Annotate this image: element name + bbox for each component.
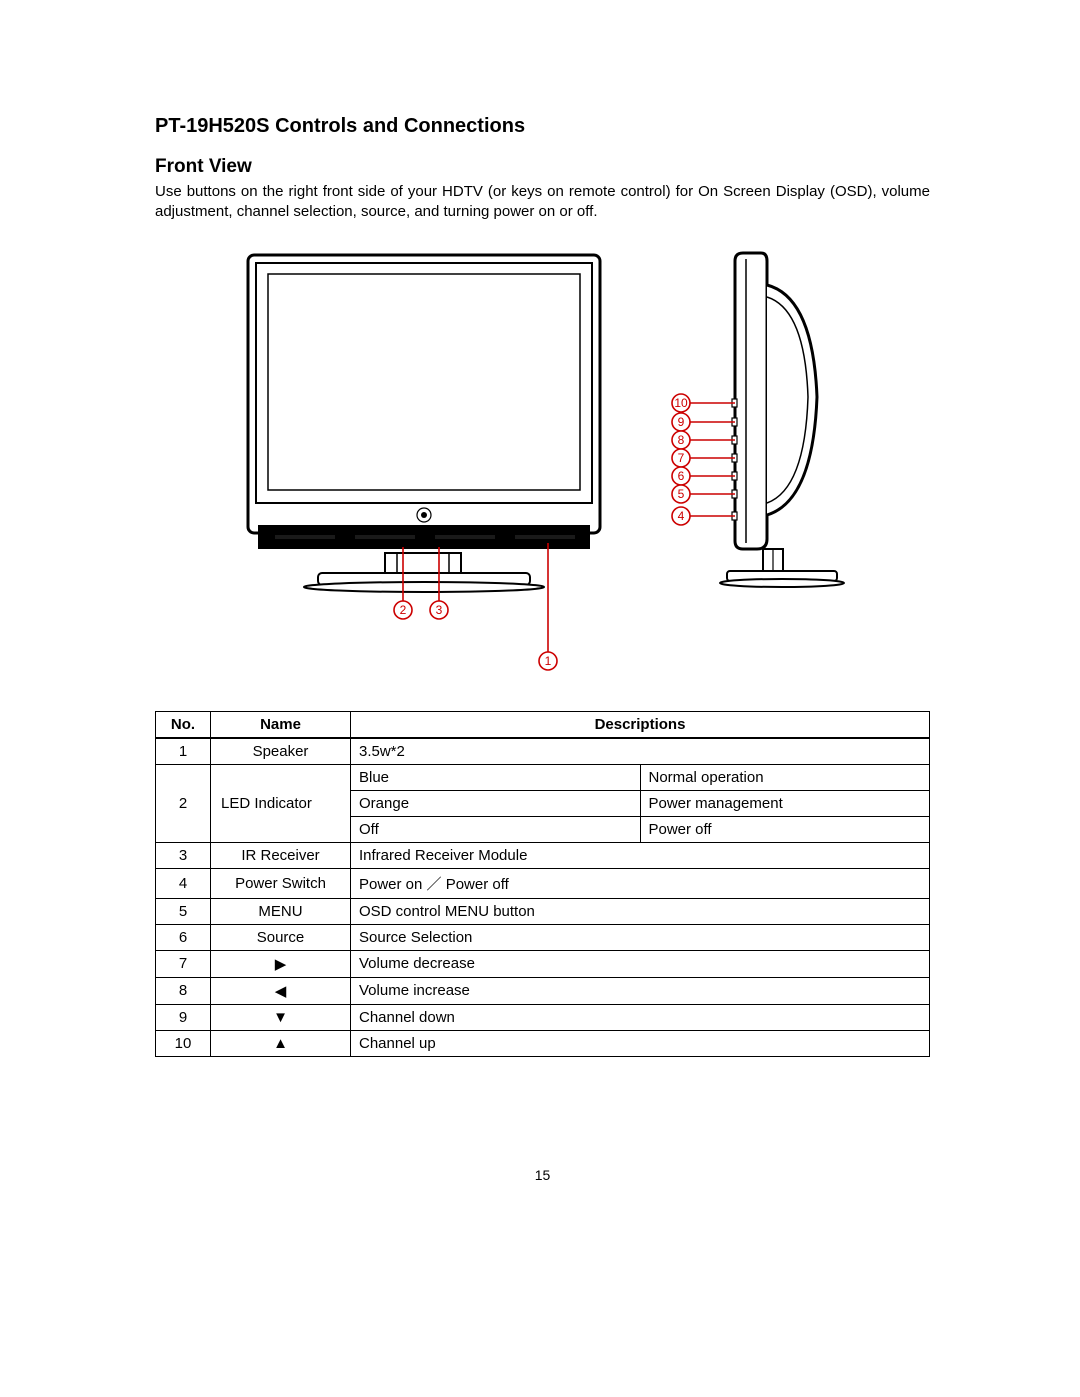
table-body: 1Speaker3.5w*22LED IndicatorBlueNormal o…	[156, 738, 930, 1057]
cell-no: 9	[156, 1004, 211, 1030]
table-row: 8◀Volume increase	[156, 977, 930, 1004]
cell-no: 5	[156, 898, 211, 924]
table-row: 3IR ReceiverInfrared Receiver Module	[156, 842, 930, 868]
table-row: 4Power SwitchPower on ／ Power off	[156, 868, 930, 898]
cell-name: ▼	[211, 1004, 351, 1030]
cell-desc-b: Power management	[640, 790, 930, 816]
cell-desc: Volume increase	[351, 977, 930, 1004]
cell-desc: OSD control MENU button	[351, 898, 930, 924]
table-row: 9▼Channel down	[156, 1004, 930, 1030]
controls-table: No. Name Descriptions 1Speaker3.5w*22LED…	[155, 711, 930, 1057]
cell-name: ▲	[211, 1030, 351, 1056]
svg-text:7: 7	[677, 451, 684, 465]
cell-desc-b: Power off	[640, 816, 930, 842]
cell-name: ◀	[211, 977, 351, 1004]
th-no: No.	[156, 711, 211, 738]
table-header-row: No. Name Descriptions	[156, 711, 930, 738]
cell-name: ▶	[211, 950, 351, 977]
tv-diagram: 2 3 1 10 9 8 7 6 5 4	[213, 247, 873, 687]
cell-no: 3	[156, 842, 211, 868]
cell-no: 2	[156, 764, 211, 842]
cell-desc: 3.5w*2	[351, 738, 930, 765]
svg-text:1: 1	[544, 654, 551, 668]
svg-text:9: 9	[677, 415, 684, 429]
svg-text:8: 8	[677, 433, 684, 447]
cell-name: IR Receiver	[211, 842, 351, 868]
cell-desc-a: Off	[351, 816, 641, 842]
cell-desc-b: Normal operation	[640, 764, 930, 790]
cell-name: Speaker	[211, 738, 351, 765]
cell-desc: Channel up	[351, 1030, 930, 1056]
svg-text:2: 2	[399, 603, 406, 617]
page-title: PT-19H520S Controls and Connections	[155, 115, 930, 138]
cell-desc: Power on ／ Power off	[351, 868, 930, 898]
table-row: 10▲Channel up	[156, 1030, 930, 1056]
table-row: 2LED IndicatorBlueNormal operation	[156, 764, 930, 790]
cell-name: MENU	[211, 898, 351, 924]
svg-text:4: 4	[677, 509, 684, 523]
table-row: 7▶Volume decrease	[156, 950, 930, 977]
table-row: 1Speaker3.5w*2	[156, 738, 930, 765]
svg-text:10: 10	[674, 396, 688, 410]
th-name: Name	[211, 711, 351, 738]
cell-no: 6	[156, 924, 211, 950]
cell-desc: Channel down	[351, 1004, 930, 1030]
cell-no: 8	[156, 977, 211, 1004]
cell-desc: Infrared Receiver Module	[351, 842, 930, 868]
intro-paragraph: Use buttons on the right front side of y…	[155, 182, 930, 223]
front-view	[248, 255, 600, 592]
cell-no: 4	[156, 868, 211, 898]
table-row: 5MENUOSD control MENU button	[156, 898, 930, 924]
diagram-container: 2 3 1 10 9 8 7 6 5 4	[155, 247, 930, 687]
cell-desc: Volume decrease	[351, 950, 930, 977]
section-subtitle: Front View	[155, 156, 930, 178]
cell-desc: Source Selection	[351, 924, 930, 950]
page-number: 15	[155, 1167, 930, 1183]
cell-desc-a: Blue	[351, 764, 641, 790]
cell-desc-a: Orange	[351, 790, 641, 816]
th-desc: Descriptions	[351, 711, 930, 738]
svg-text:6: 6	[677, 469, 684, 483]
cell-no: 7	[156, 950, 211, 977]
svg-text:3: 3	[435, 603, 442, 617]
cell-no: 10	[156, 1030, 211, 1056]
table-row: 6SourceSource Selection	[156, 924, 930, 950]
cell-no: 1	[156, 738, 211, 765]
cell-name: LED Indicator	[211, 764, 351, 842]
svg-text:5: 5	[677, 487, 684, 501]
side-view	[720, 253, 844, 587]
cell-name: Power Switch	[211, 868, 351, 898]
cell-name: Source	[211, 924, 351, 950]
